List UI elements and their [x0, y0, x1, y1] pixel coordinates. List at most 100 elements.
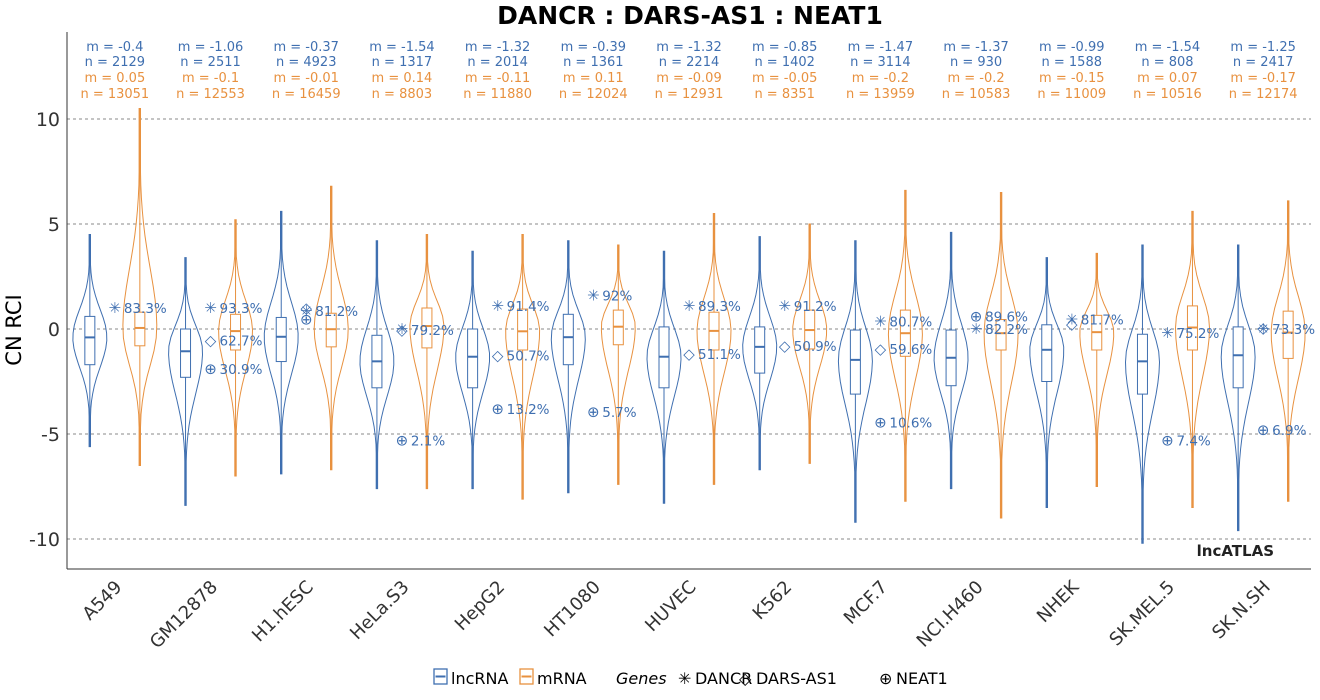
y-tick-label: 10: [36, 109, 60, 131]
mrna-count-label: n = 10583: [942, 87, 1011, 102]
mrna-median-label: m = -0.11: [465, 71, 530, 86]
cell-line-group: [646, 213, 732, 504]
box: [421, 307, 433, 349]
violin-shape: [550, 240, 586, 494]
cell-line-group: [1029, 252, 1115, 508]
gene-marker-dars-as1: ◇: [779, 337, 791, 355]
lnc-median-label: m = -1.06: [178, 40, 243, 55]
mrna-median-label: m = -0.1: [182, 71, 239, 86]
cell-line-group: [933, 192, 1019, 519]
box: [84, 315, 96, 366]
violin-shape: [696, 213, 732, 485]
gene-percent-label: 62.7%: [220, 334, 263, 350]
violin-shape: [359, 240, 395, 490]
box: [754, 326, 766, 374]
lnc-median-label: m = -1.25: [1230, 40, 1295, 55]
legend-label-neat1: NEAT1: [896, 669, 948, 688]
gene-marker-neat1: ⊕: [204, 360, 217, 378]
gene-marker-dancr: ✳: [204, 299, 217, 317]
box: [1041, 324, 1053, 382]
gene-marker-dancr: ✳: [683, 297, 696, 315]
mrna-count-label: n = 8351: [754, 87, 814, 102]
mrna-count-label: n = 16459: [272, 87, 341, 102]
mrna-count-label: n = 10516: [1133, 87, 1202, 102]
gene-marker-dars-as1: ◇: [1066, 315, 1078, 333]
violin-shape: [600, 244, 636, 485]
cell-line-group: [550, 240, 636, 494]
gene-percent-label: 81.7%: [1081, 313, 1124, 329]
gene-marker-dancr: ✳: [874, 313, 887, 331]
mrna-count-label: n = 12553: [176, 87, 245, 102]
violin-shape: [313, 185, 349, 471]
gene-percent-label: 30.9%: [220, 362, 263, 378]
grid-lines: [67, 118, 1311, 540]
mrna-count-label: n = 8803: [372, 87, 432, 102]
mrna-median-label: m = -0.05: [752, 71, 817, 86]
gene-percent-label: 82.2%: [985, 322, 1028, 338]
gene-percent-label: 83.3%: [124, 301, 167, 317]
gene-percent-label: 91.2%: [794, 299, 837, 315]
box: [1136, 333, 1148, 395]
gene-marker-neat1: ⊕: [874, 413, 887, 431]
x-tick-label: NHEK: [1033, 576, 1084, 627]
mrna-count-label: n = 12024: [559, 87, 628, 102]
cell-line-group: [263, 185, 349, 475]
gene-percent-label: 79.2%: [411, 323, 454, 339]
x-tick-label: HeLa.S3: [346, 577, 413, 644]
legend-genes-title: Genes: [616, 669, 667, 688]
y-tick-label: -5: [41, 424, 60, 446]
x-tick-label: GM12878: [146, 577, 222, 653]
gene-marker-dars-as1: ◇: [396, 321, 408, 339]
legend-marker-dancr: ✳: [678, 669, 691, 688]
gene-marker-dancr: ✳: [970, 320, 983, 338]
lncatlas-brand: lncATLAS: [1197, 542, 1274, 560]
mrna-median-label: m = -0.2: [852, 71, 909, 86]
y-tick-label: 5: [48, 214, 60, 236]
gene-percent-label: 6.9%: [1272, 423, 1306, 439]
mrna-count-label: n = 11009: [1037, 87, 1106, 102]
gene-percent-label: 50.9%: [794, 339, 837, 355]
mrna-median-label: m = 0.07: [1137, 71, 1198, 86]
gene-marker-dancr: ✳: [491, 297, 504, 315]
gene-markers: ✳ 83.3% ✳ 93.3%◇ 62.7%⊕ 30.9%✳ 81.2%◇⊕✳◇ 79.2%⊕…: [109, 286, 1316, 449]
violin-shape: [168, 257, 204, 506]
box: [517, 308, 529, 351]
violin-shape: [792, 223, 828, 464]
x-tick-label: HepG2: [451, 577, 509, 635]
gene-marker-neat1: ⊕: [1257, 421, 1270, 439]
lnc-median-label: m = -0.99: [1039, 40, 1104, 55]
lnc-count-label: n = 2014: [467, 55, 527, 70]
x-tick-label: SK.MEL.5: [1105, 577, 1179, 651]
gene-marker-dars-as1: ◇: [1257, 319, 1269, 337]
gene-marker-dancr: ✳: [1065, 311, 1078, 329]
gene-percent-label: 13.2%: [507, 402, 550, 418]
box: [180, 328, 192, 378]
box: [995, 319, 1007, 351]
gene-marker-dancr: ✳: [396, 320, 409, 338]
mrna-count-label: n = 13959: [846, 87, 915, 102]
gene-marker-neat1: ⊕: [491, 400, 504, 418]
lnc-median-label: m = -1.54: [369, 40, 434, 55]
mrna-median-label: m = -0.2: [947, 71, 1004, 86]
lnc-median-label: m = -1.47: [848, 40, 913, 55]
box: [230, 313, 242, 351]
gene-marker-neat1: ⊕: [396, 431, 409, 449]
lnc-count-label: n = 4923: [276, 55, 336, 70]
gene-percent-label: 73.3%: [1272, 322, 1315, 338]
lnc-count-label: n = 808: [1141, 55, 1193, 70]
x-tick-label: A549: [79, 577, 127, 625]
lnc-count-label: n = 3114: [850, 55, 910, 70]
mrna-median-label: m = -0.17: [1230, 71, 1295, 86]
violin-shape: [455, 250, 490, 490]
chart-title: DANCR : DARS-AS1 : NEAT1: [497, 1, 883, 30]
box: [562, 313, 574, 366]
box: [1282, 310, 1294, 359]
lnc-median-label: m = -1.37: [943, 40, 1008, 55]
gene-marker-dars-as1: ◇: [683, 345, 695, 363]
violin-shape: [263, 210, 299, 475]
y-tick-label: -10: [29, 529, 60, 551]
box: [134, 311, 146, 347]
x-tick-label: H1.hESC: [248, 577, 318, 647]
gene-marker-dars-as1: ◇: [205, 332, 217, 350]
